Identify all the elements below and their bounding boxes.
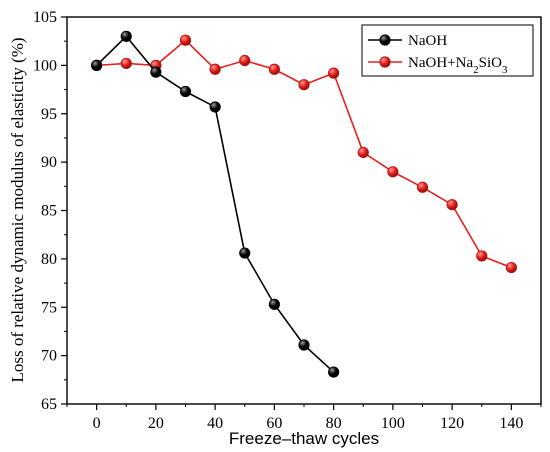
legend: NaOH NaOH+Na2SiO3 xyxy=(361,24,534,77)
y-tick-label: 95 xyxy=(41,106,57,123)
data-point xyxy=(446,199,458,211)
y-tick-label: 90 xyxy=(41,154,57,171)
y-tick-label: 105 xyxy=(33,9,57,26)
x-tick-label: 100 xyxy=(381,415,405,432)
series-layer xyxy=(91,30,517,378)
x-tick-label: 20 xyxy=(148,415,164,432)
legend-label: NaOH xyxy=(408,33,447,49)
data-point xyxy=(209,63,221,75)
data-point xyxy=(120,57,132,70)
data-point xyxy=(268,298,280,310)
legend-item: NaOH xyxy=(368,33,447,49)
x-axis-title: Freeze–thaw cycles xyxy=(229,429,379,448)
series-naoh xyxy=(91,30,340,378)
y-tick-label: 70 xyxy=(41,348,57,365)
series-line xyxy=(96,35,335,373)
data-point xyxy=(387,166,399,178)
data-point xyxy=(209,101,221,113)
data-point xyxy=(476,250,488,262)
data-point xyxy=(91,59,103,71)
data-point xyxy=(357,146,369,159)
legend-label: NaOH+Na2SiO3 xyxy=(408,55,508,76)
data-point xyxy=(179,85,192,98)
data-point xyxy=(328,366,340,378)
legend-item: NaOH+Na2SiO3 xyxy=(368,55,508,76)
y-axis-title: Loss of relative dynamic modulus of elas… xyxy=(8,37,27,382)
x-tick-label: 140 xyxy=(499,415,523,432)
y-axis-ticks: 65 70 75 80 85 90 95 100 105 xyxy=(33,9,67,413)
x-tick-label: 40 xyxy=(207,415,223,432)
data-point xyxy=(239,54,251,67)
x-tick-label: 120 xyxy=(440,415,464,432)
data-point xyxy=(120,30,132,42)
legend-marker xyxy=(379,34,391,46)
data-point xyxy=(239,247,251,259)
x-tick-label: 0 xyxy=(93,415,101,432)
legend-marker xyxy=(379,56,391,68)
data-point xyxy=(268,63,280,75)
data-point xyxy=(328,67,340,79)
data-point xyxy=(298,339,310,351)
y-tick-label: 65 xyxy=(41,396,57,413)
y-tick-label: 100 xyxy=(33,57,57,74)
data-point xyxy=(179,34,192,46)
data-point xyxy=(298,79,310,91)
legend-box xyxy=(361,24,534,77)
data-point xyxy=(416,181,429,193)
y-tick-label: 75 xyxy=(41,299,57,316)
legend-items: NaOH NaOH+Na2SiO3 xyxy=(368,33,508,76)
data-point xyxy=(505,261,517,274)
x-tick-label: 60 xyxy=(266,415,282,432)
x-axis-ticks: 0 20 40 60 80 100 120 140 xyxy=(66,404,542,432)
y-tick-label: 85 xyxy=(41,203,57,220)
y-tick-label: 80 xyxy=(41,251,57,268)
x-tick-label: 80 xyxy=(326,415,342,432)
data-point xyxy=(150,66,162,78)
